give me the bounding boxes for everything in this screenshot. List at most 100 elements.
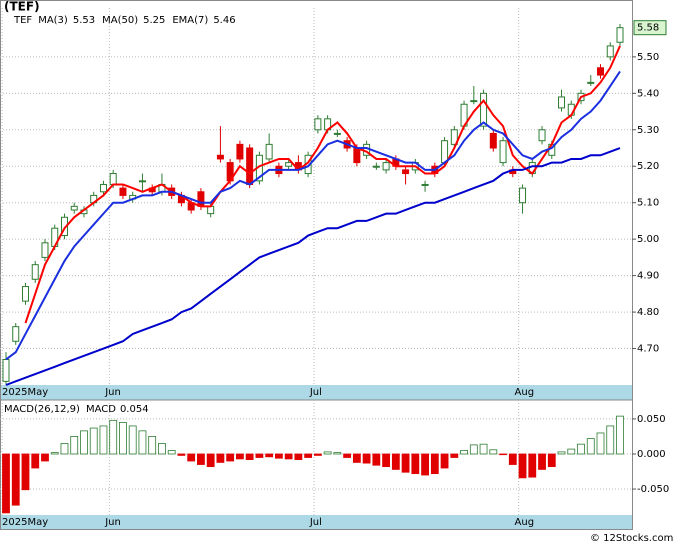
macd-bar — [391, 453, 400, 470]
macd-bar — [606, 425, 615, 455]
macd-bar — [557, 451, 566, 455]
candle-body — [216, 154, 224, 160]
candle-body — [285, 162, 293, 167]
macd-bar — [80, 430, 88, 455]
candle-body — [480, 92, 488, 127]
macd-bar — [167, 450, 176, 455]
candle-body — [499, 140, 507, 164]
macd-bar — [119, 422, 127, 455]
chart-title: (TEF) — [4, 0, 40, 14]
macd-bar — [567, 448, 576, 455]
macd-bar — [313, 453, 322, 456]
x-tick-label: Aug — [515, 517, 535, 528]
macd-bar — [197, 453, 205, 465]
candle-body — [119, 187, 127, 196]
candle-body — [31, 264, 39, 280]
macd-bar — [382, 453, 390, 468]
macd-bar — [50, 452, 59, 455]
macd-bar — [216, 453, 225, 463]
macd-bar — [362, 453, 371, 464]
macd-bar — [538, 453, 546, 470]
candle-body — [450, 129, 458, 145]
candle-body — [372, 165, 380, 168]
x-tick-label: Jun — [104, 387, 121, 398]
macd-bar — [411, 453, 420, 475]
ma-line — [24, 45, 621, 324]
candle-body — [470, 100, 478, 103]
x-axis-band — [0, 385, 632, 400]
y-tick-label: 4.90 — [637, 271, 659, 282]
x-tick-label: 2025May — [2, 517, 48, 528]
macd-bar — [577, 443, 585, 455]
legend-name: MACD — [86, 404, 116, 415]
macd-bar — [518, 453, 527, 479]
macd-bar — [274, 453, 283, 459]
legend-name: MA(3) — [38, 15, 68, 26]
legend-value: 5.25 — [143, 15, 165, 26]
candle-body — [597, 67, 605, 76]
macd-bar — [460, 450, 468, 455]
candle-body — [207, 205, 215, 215]
candle-body — [2, 358, 10, 382]
macd-bar — [294, 453, 303, 461]
candle-body — [99, 183, 107, 193]
candle-body — [538, 129, 546, 142]
macd-bar — [138, 430, 147, 455]
x-tick-label: Jun — [104, 517, 121, 528]
candle-body — [616, 27, 624, 43]
macd-bar — [99, 425, 108, 455]
macd-bar — [372, 453, 381, 466]
candle-body — [587, 81, 595, 84]
macd-bar — [187, 453, 196, 462]
y-tick-label: 5.30 — [637, 125, 659, 136]
macd-bar — [430, 453, 439, 475]
macd-bar — [547, 453, 556, 468]
last-price: 5.58 — [637, 23, 659, 34]
macd-bar — [11, 453, 20, 506]
last-price-box — [633, 20, 667, 36]
macd-bar — [206, 453, 215, 468]
candle-body — [12, 326, 20, 342]
candle-body — [606, 45, 614, 58]
candle-body — [382, 162, 390, 171]
y-tick-label: 5.50 — [637, 52, 659, 63]
candle-body — [197, 191, 205, 207]
candle-body — [489, 132, 497, 149]
macd-bar — [401, 453, 410, 473]
macd-bar — [596, 432, 605, 455]
macd-bar — [528, 453, 537, 478]
y-tick-label: 0.000 — [637, 449, 666, 460]
macd-bar — [616, 415, 624, 455]
candle-body — [558, 96, 566, 109]
panel-title: MACD(26,12,9) — [4, 404, 80, 415]
macd-bar — [508, 453, 517, 465]
legend-value: 0.054 — [120, 404, 149, 415]
macd-bar — [352, 453, 361, 463]
macd-bar — [333, 452, 342, 455]
candle-body — [402, 169, 410, 175]
frame — [0, 0, 633, 530]
legend-value: 5.46 — [213, 15, 235, 26]
y-tick-label: 5.00 — [637, 234, 659, 245]
macd-bar — [41, 453, 49, 462]
candle-body — [236, 143, 244, 160]
macd-bar — [236, 453, 244, 460]
macd-bar — [343, 453, 352, 458]
candle-body — [333, 132, 341, 135]
y-tick-label: 5.20 — [637, 161, 659, 172]
ma-line — [5, 147, 621, 386]
y-tick-label: 5.10 — [637, 198, 659, 209]
macd-bar — [255, 453, 264, 458]
macd-bar — [479, 443, 488, 455]
y-tick-label: -0.050 — [637, 484, 669, 495]
candle-body — [353, 147, 361, 164]
macd-bar — [499, 453, 507, 456]
legend-name: EMA(7) — [172, 15, 208, 26]
legend-value: 5.53 — [73, 15, 95, 26]
macd-bar — [158, 443, 166, 455]
candle-body — [109, 173, 117, 185]
candle-body — [265, 143, 273, 160]
y-tick-label: 4.70 — [637, 344, 659, 355]
